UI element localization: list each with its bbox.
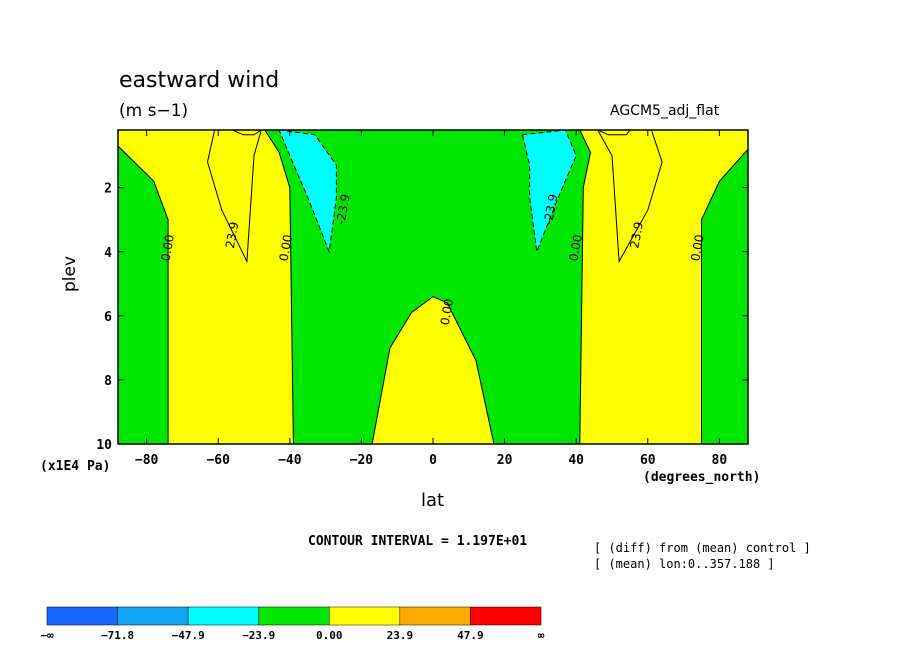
colorbar-label: 47.9 — [457, 629, 484, 642]
x-tick-label: 40 — [568, 453, 584, 468]
x-units-label: (degrees_north) — [643, 470, 761, 485]
contour-label: 23.9 — [627, 221, 645, 250]
x-tick-label: 0 — [429, 453, 437, 468]
contour-label: -23.9 — [541, 193, 560, 226]
colorbar-swatch — [117, 606, 189, 626]
contour-line-3 — [597, 130, 631, 136]
contour-region-8 — [522, 130, 577, 252]
contour-line-0 — [206, 130, 262, 264]
x-tick-label: 80 — [712, 453, 728, 468]
colorbar-swatch — [187, 606, 259, 626]
x-tick-label: −60 — [206, 453, 230, 468]
contour-fill-group — [118, 130, 748, 444]
contour-label: 23.9 — [223, 221, 241, 250]
contour-label-group: 0.00 23.9 0.00 -23.9 0.00 -23.9 0.00 23.9 0.00 — [159, 193, 707, 326]
contour-line-5 — [579, 130, 748, 444]
colorbar-swatch — [470, 606, 542, 626]
contour-label: 0.00 — [438, 298, 456, 327]
y-tick-label: 10 — [96, 438, 112, 453]
colorbar-label: −∞ — [40, 629, 54, 642]
contour-line-1 — [597, 130, 663, 264]
contour-label: 0.00 — [277, 233, 295, 262]
contour-line-4 — [118, 130, 294, 444]
chart-title: eastward wind — [119, 68, 280, 93]
x-tick-label: −80 — [135, 453, 159, 468]
contour-region-7 — [279, 130, 337, 252]
contour-line-8 — [521, 130, 577, 254]
contour-region-6 — [372, 296, 494, 444]
colorbar-label: 23.9 — [387, 629, 414, 642]
colorbar-label: ∞ — [538, 629, 545, 642]
contour-line-group — [118, 130, 748, 444]
y-tick-label: 6 — [104, 310, 112, 325]
x-tick-label: −20 — [350, 453, 374, 468]
x-axis-title: lat — [421, 490, 445, 511]
colorbar-label: −23.9 — [242, 629, 275, 642]
contour-label: 0.00 — [688, 233, 706, 262]
x-tick-label: 20 — [497, 453, 513, 468]
x-tick-label: 60 — [640, 453, 656, 468]
y-axis: 2 4 6 8 10 — [96, 182, 748, 453]
colorbar-label: −47.9 — [172, 629, 205, 642]
colorbar: −∞ −71.8 −47.9 −23.9 0.00 23.9 47.9 ∞ — [40, 606, 545, 642]
colorbar-label: −71.8 — [101, 629, 134, 642]
y-tick-label: 4 — [104, 246, 112, 261]
y-tick-label: 8 — [104, 374, 112, 389]
units-label: (m s−1) — [119, 101, 189, 121]
diff-note: [ (diff) from (mean) control ] — [594, 541, 811, 555]
contour-region-4 — [118, 130, 294, 444]
lon-note: [ (mean) lon:0..357.188 ] — [594, 557, 775, 571]
contour-label: 0.00 — [567, 233, 585, 262]
colorbar-swatch — [46, 606, 118, 626]
contour-line-7 — [278, 130, 337, 254]
colorbar-swatch — [258, 606, 330, 626]
contour-label: -23.9 — [334, 193, 353, 226]
contour-label: 0.00 — [159, 233, 177, 262]
contour-line-6 — [371, 296, 495, 444]
x-axis: −80 −60 −40 −20 0 20 40 60 80 — [135, 130, 727, 468]
colorbar-swatch — [399, 606, 471, 626]
model-label: AGCM5_adj_flat — [610, 103, 720, 119]
contour-line-2 — [232, 130, 263, 136]
x-tick-label: −40 — [278, 453, 302, 468]
colorbar-label: 0.00 — [316, 629, 343, 642]
y-axis-title: plev — [60, 255, 80, 292]
y-tick-label: 2 — [104, 182, 112, 197]
y-units-label: (x1E4 Pa) — [40, 459, 111, 474]
contour-interval-label: CONTOUR INTERVAL = 1.197E+01 — [308, 534, 528, 549]
colorbar-swatch — [329, 606, 401, 626]
contour-region-5 — [579, 130, 748, 444]
